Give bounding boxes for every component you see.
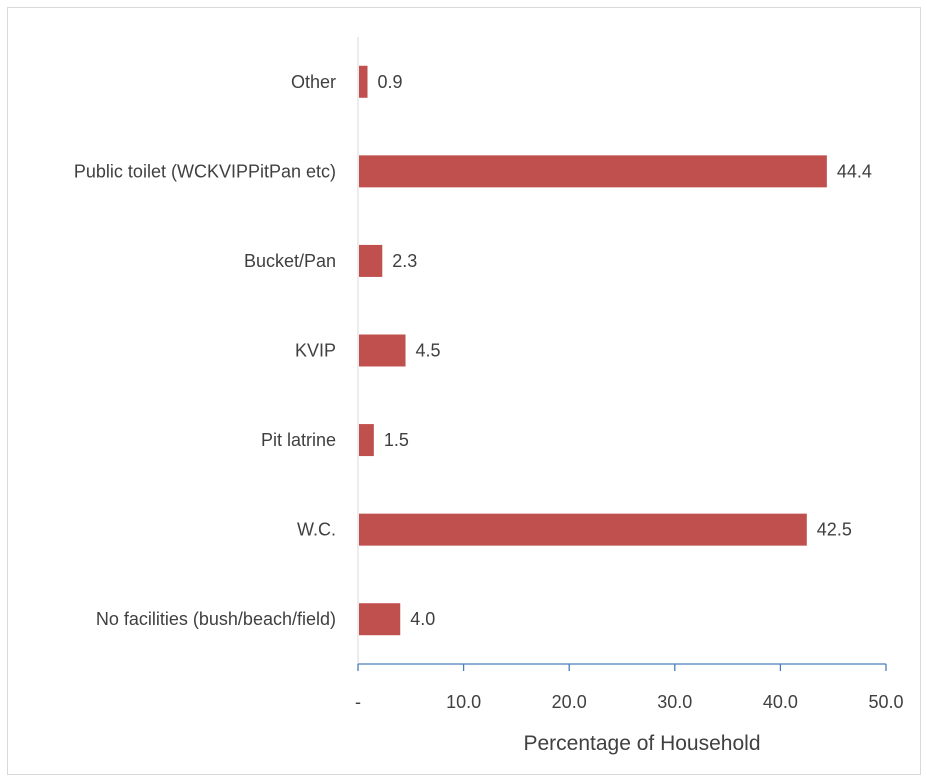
- data-label: 1.5: [384, 430, 409, 450]
- x-tick-label: 50.0: [868, 692, 903, 712]
- bar: [359, 424, 374, 457]
- x-tick-label: 40.0: [763, 692, 798, 712]
- axes-group: [357, 37, 886, 665]
- value-labels-group: 0.9 44.4 2.3 4.5 1.5 42.5 4.0: [378, 72, 872, 629]
- x-tick-label: 30.0: [657, 692, 692, 712]
- category-labels-group: Other Public toilet (WCKVIPPitPan etc) Buc…: [74, 72, 336, 629]
- x-tick-label: 10.0: [446, 692, 481, 712]
- x-tick-label: -: [355, 692, 361, 712]
- category-label: W.C.: [297, 520, 336, 540]
- chart-frame: [7, 7, 921, 775]
- x-axis-title: Percentage of Household: [524, 732, 761, 755]
- data-label: 42.5: [817, 520, 852, 540]
- bar: [359, 155, 827, 188]
- category-label: KVIP: [295, 341, 336, 361]
- data-label: 4.0: [410, 609, 435, 629]
- x-tick-label: 20.0: [552, 692, 587, 712]
- bar: [359, 65, 368, 98]
- category-label: Bucket/Pan: [244, 251, 336, 271]
- bar: [359, 244, 383, 277]
- category-label: Other: [291, 72, 336, 92]
- category-label: Pit latrine: [261, 430, 336, 450]
- category-label: No facilities (bush/beach/field): [96, 609, 336, 629]
- bar: [359, 334, 406, 367]
- data-label: 2.3: [392, 251, 417, 271]
- data-label: 0.9: [378, 72, 403, 92]
- data-label: 4.5: [416, 341, 441, 361]
- ticks-group: - 10.0 20.0 30.0 40.0 50.0: [355, 664, 904, 712]
- bar: [359, 603, 401, 636]
- bar: [359, 513, 807, 546]
- data-label: 44.4: [837, 161, 872, 181]
- category-label: Public toilet (WCKVIPPitPan etc): [74, 161, 336, 181]
- bars-group: [359, 65, 827, 636]
